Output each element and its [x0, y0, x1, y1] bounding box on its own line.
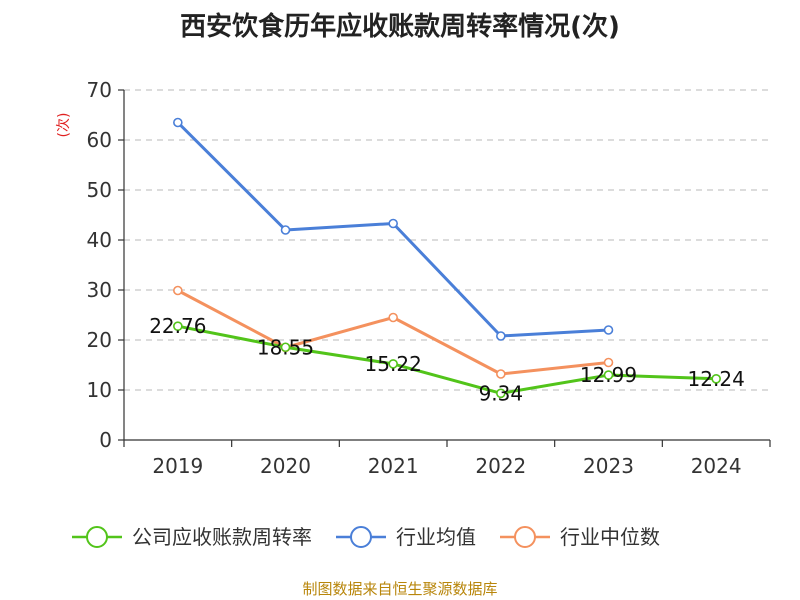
- legend-label: 公司应收账款周转率: [132, 525, 312, 549]
- data-point-1: [173, 117, 183, 128]
- y-tick-label: 20: [87, 328, 112, 352]
- data-label: 12.24: [688, 367, 745, 391]
- legend-marker-0: [86, 526, 108, 548]
- data-point-2: [388, 312, 398, 323]
- data-point-0: [603, 370, 614, 380]
- data-point-0: [711, 373, 721, 384]
- data-point-1: [280, 225, 291, 235]
- x-tick-label: 2021: [368, 454, 419, 478]
- data-point-2: [496, 369, 506, 379]
- legend-marker-1: [350, 526, 372, 548]
- y-tick-label: 60: [87, 128, 112, 152]
- x-tick-label: 2024: [691, 454, 742, 478]
- y-tick-label: 0: [99, 428, 112, 452]
- data-point-0: [280, 342, 291, 353]
- y-tick-label: 10: [87, 378, 112, 402]
- data-point-2: [173, 285, 183, 296]
- y-tick-label: 30: [87, 278, 112, 302]
- y-axis-unit-label: (次): [56, 113, 72, 138]
- x-tick-label: 2020: [260, 454, 311, 478]
- data-point-1: [603, 325, 614, 335]
- data-point-1: [388, 218, 398, 229]
- data-point-1: [496, 331, 506, 341]
- data-label: 18.55: [257, 335, 314, 359]
- chart-title: 西安饮食历年应收账款周转率情况(次): [180, 12, 620, 42]
- data-label: 9.34: [479, 381, 524, 405]
- series-line-1: [176, 121, 609, 338]
- x-tick-label: 2019: [152, 454, 203, 478]
- x-tick-label: 2022: [475, 454, 526, 478]
- data-point-2: [603, 357, 614, 368]
- data-point-0: [496, 388, 506, 399]
- source-note: 制图数据来自恒生聚源数据库: [302, 580, 498, 598]
- series-line-0: [177, 324, 717, 395]
- y-tick-label: 70: [87, 78, 112, 102]
- y-tick-label: 40: [87, 228, 112, 252]
- data-label: 22.76: [149, 314, 206, 338]
- y-tick-label: 50: [87, 178, 112, 202]
- data-label: 12.99: [580, 363, 637, 387]
- data-point-0: [388, 359, 398, 369]
- legend-label: 行业均值: [396, 525, 476, 549]
- data-point-0: [173, 321, 183, 332]
- data-label: 15.22: [365, 352, 422, 376]
- legend-marker-2: [514, 526, 536, 548]
- x-tick-label: 2023: [583, 454, 634, 478]
- legend-label: 行业中位数: [560, 525, 660, 549]
